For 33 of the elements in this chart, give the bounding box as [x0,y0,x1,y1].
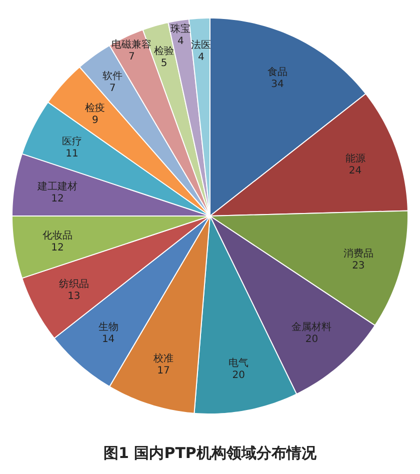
slice-label: 校准 [152,352,174,364]
slice-label: 软件 [102,70,123,82]
data-label: 9 [92,114,98,126]
slice-label: 电气 [228,356,249,369]
slice-label: 纺织品 [58,278,89,290]
data-label: 20 [305,334,318,346]
data-label: 4 [178,36,184,48]
slice-label: 金属材料 [292,321,332,334]
slice-label: 检疫 [85,102,106,114]
slice-label: 医疗 [62,136,82,148]
slice-label: 化妆品 [42,230,73,242]
data-label: 12 [51,242,64,254]
data-label: 7 [109,83,116,94]
slice-label: 食品 [268,66,288,78]
data-label: 7 [128,51,135,62]
data-label: 5 [160,58,168,70]
data-label: 12 [51,193,64,204]
slice-label: 能源 [345,152,366,165]
data-label: 4 [198,52,204,63]
data-label: 13 [68,291,80,302]
text: 图1 国内PTP机构领域分布情况 [104,444,318,462]
slice-label: 生物 [98,321,118,334]
data-label: 17 [157,365,170,376]
slice-label: 检验 [154,45,174,58]
data-label: 23 [352,260,365,272]
slice-label: 消费品 [343,248,374,260]
data-label: 14 [102,334,115,346]
data-label: 34 [271,79,284,90]
data-label: 24 [348,166,362,177]
data-label: 20 [232,370,245,381]
slice-label: 建工建材 [36,180,78,192]
data-label: 11 [66,148,78,160]
slice-label: 珠宝 [170,23,191,36]
